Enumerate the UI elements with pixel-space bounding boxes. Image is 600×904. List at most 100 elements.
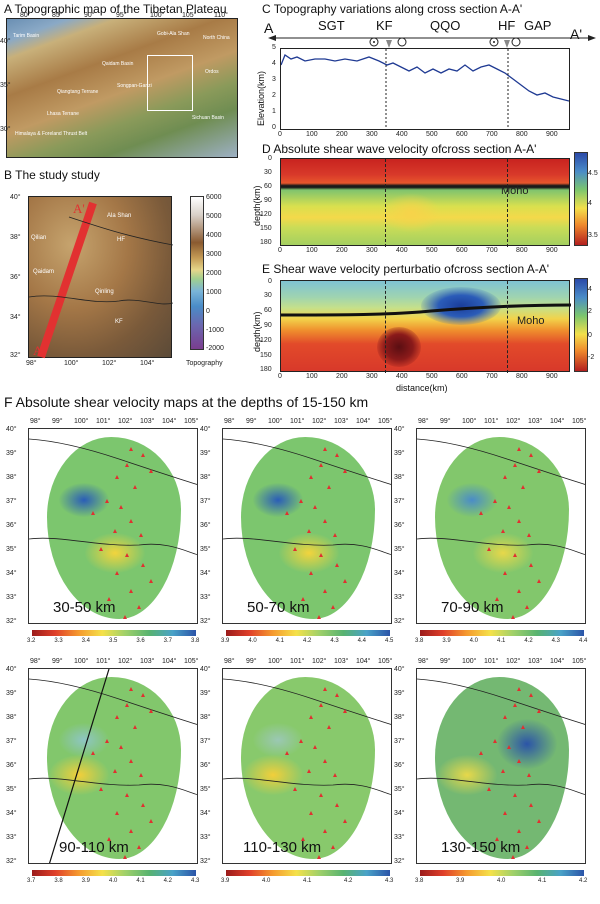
- colorbar-tick: 3.3: [54, 638, 63, 644]
- station-marker: [301, 597, 305, 601]
- station-marker: [493, 499, 497, 503]
- map-lon-tick: 98°: [30, 418, 41, 425]
- fault-lines: [223, 438, 391, 555]
- station-marker: [323, 687, 327, 691]
- high-velocity-anomaly: [253, 723, 303, 757]
- label-qaidam: Qaidam: [33, 269, 55, 275]
- station-marker: [479, 511, 483, 515]
- station-marker: [141, 693, 145, 697]
- d-colorbar: [574, 152, 588, 246]
- station-marker: [335, 803, 339, 807]
- station-marker: [537, 579, 541, 583]
- map-lat-tick: 40°: [394, 426, 405, 433]
- map-lat-tick: 40°: [394, 666, 405, 673]
- station-marker: [319, 703, 323, 707]
- map-lon-tick: 100°: [74, 418, 89, 425]
- moho-label-d: Moho: [501, 185, 529, 197]
- colorbar-tick: 4.0: [109, 878, 118, 884]
- station-marker: [285, 511, 289, 515]
- study-area-box: [147, 55, 193, 111]
- station-marker: [149, 579, 153, 583]
- low-velocity-anomaly: [85, 533, 145, 573]
- panel-a-lon-80: 80°: [20, 12, 31, 19]
- map-lon-tick: 100°: [462, 418, 477, 425]
- fault-symbol-in-kf: [397, 37, 407, 47]
- velocity-map-3: 98° 99° 100° 101° 102° 103° 104° 105° 40° 39° 38° 3…: [6, 658, 206, 884]
- panel-d-title: D Absolute shear wave velocity ofcross s…: [262, 142, 537, 156]
- panel-a-lon-85: 85°: [52, 12, 63, 19]
- elevation-svg: [281, 49, 569, 129]
- moho-line-e: [281, 303, 571, 317]
- station-marker: [141, 453, 145, 457]
- map-lon-tick: 102°: [506, 658, 521, 665]
- station-marker: [529, 563, 533, 567]
- c-y1: 1: [272, 108, 276, 115]
- station-marker: [123, 855, 127, 859]
- map-lon-tick: 98°: [418, 658, 429, 665]
- station-marker: [333, 533, 337, 537]
- colorbar-tick: 4.3: [551, 638, 560, 644]
- station-marker: [503, 475, 507, 479]
- station-marker: [323, 589, 327, 593]
- station-marker: [115, 475, 119, 479]
- map-lon-tick: 105°: [184, 418, 199, 425]
- segment-qqo: QQO: [430, 18, 461, 33]
- cbar-1000: 1000: [206, 289, 222, 296]
- station-marker: [129, 589, 133, 593]
- station-marker: [125, 553, 129, 557]
- d-ylabel: depth(km): [252, 185, 262, 226]
- map-label-tarim: Tarim Basin: [13, 33, 40, 39]
- high-velocity-anomaly: [497, 719, 557, 769]
- colorbar-tick: 3.9: [221, 638, 230, 644]
- map-lat-tick: 40°: [200, 426, 211, 433]
- station-marker: [493, 739, 497, 743]
- panel-a-lon-100: 100°: [150, 12, 165, 19]
- segment-gap: GAP: [524, 18, 552, 33]
- velocity-map-5: 98° 99° 100° 101° 102° 103° 104° 105° 40° 39° 38° 3…: [394, 658, 594, 884]
- cbar-minus2000: -2000: [206, 345, 224, 352]
- velocity-map-4: 98° 99° 100° 101° 102° 103° 104° 105° 40° 39° 38° 3…: [200, 658, 400, 884]
- map-lon-tick: 99°: [440, 658, 451, 665]
- map-lon-tick: 104°: [162, 418, 177, 425]
- station-marker: [479, 751, 483, 755]
- map-lon-tick: 105°: [184, 658, 199, 665]
- panel-b-lon-102: 102°: [102, 360, 117, 367]
- colorbar-tick: 4.0: [262, 878, 271, 884]
- colorbar-tick: 3.4: [81, 638, 90, 644]
- map-label-north-china: North China: [203, 35, 230, 41]
- map-lat-tick: 32°: [200, 618, 211, 625]
- map-lon-tick: 100°: [462, 658, 477, 665]
- map-lon-tick: 99°: [52, 418, 63, 425]
- station-marker: [149, 469, 153, 473]
- map-lon-tick: 103°: [528, 658, 543, 665]
- map-lat-tick: 39°: [6, 690, 17, 697]
- map-colorbar: [420, 870, 584, 876]
- map-frame: 30-50 km: [28, 428, 198, 624]
- profile-arrow-svg: [268, 35, 596, 48]
- map-lat-tick: 35°: [6, 786, 17, 793]
- cbar-2000: 2000: [206, 270, 222, 277]
- station-marker: [503, 811, 507, 815]
- station-marker: [323, 447, 327, 451]
- station-marker: [323, 829, 327, 833]
- map-lon-tick: 103°: [140, 418, 155, 425]
- map-colorbar: [226, 870, 390, 876]
- station-marker: [517, 447, 521, 451]
- map-lon-tick: 101°: [96, 418, 111, 425]
- map-colorbar: [420, 630, 584, 636]
- station-marker: [525, 845, 529, 849]
- map-lon-tick: 105°: [378, 418, 393, 425]
- panel-a-title: A Topographic map of the Tibetan Plateau: [4, 2, 227, 16]
- colorbar-tick: 4.2: [579, 878, 588, 884]
- low-velocity-anomaly: [279, 533, 339, 573]
- station-marker: [517, 589, 521, 593]
- velocity-field: [241, 437, 375, 619]
- velocity-map-1: 98° 99° 100° 101° 102° 103° 104° 105° 40° 39° 38° 3…: [200, 418, 400, 644]
- map-label-qaidam: Qaidam Basin: [102, 61, 134, 67]
- map-lat-tick: 39°: [394, 450, 405, 457]
- station-marker: [513, 793, 517, 797]
- station-marker: [521, 485, 525, 489]
- cbar-0: 0: [206, 308, 210, 315]
- station-marker: [129, 687, 133, 691]
- map-label-ordos: Ordos: [205, 69, 219, 75]
